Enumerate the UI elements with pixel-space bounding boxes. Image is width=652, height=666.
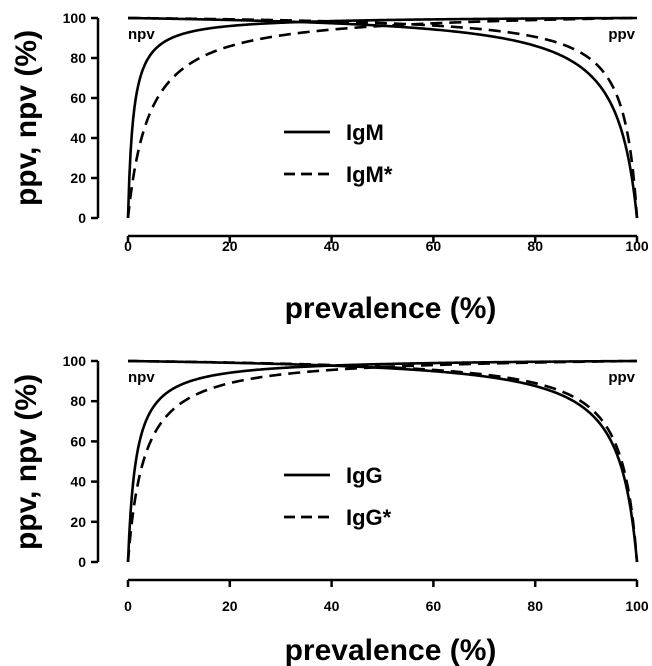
- y-tick-label: 0: [78, 210, 86, 226]
- x-tick-label: 0: [124, 238, 132, 254]
- x-tick-label: 0: [124, 598, 132, 614]
- series-igg-star-ppv-line: [126, 359, 638, 563]
- y-tick-label: 20: [70, 514, 86, 530]
- y-tick-label: 20: [70, 170, 86, 186]
- series-igm-star-npv-line: [127, 16, 639, 219]
- series-igm-npv-line: [127, 16, 639, 219]
- annotation-ppv: ppv: [608, 369, 635, 386]
- y-tick-label: 60: [70, 90, 86, 106]
- x-axis-title: prevalence (%): [285, 292, 497, 325]
- annotation-npv: npv: [128, 369, 155, 386]
- legend: IgG IgG*: [284, 463, 392, 530]
- series-igg-ppv-line: [126, 359, 638, 563]
- y-axis-title: ppv, npv (%): [10, 30, 43, 206]
- y-tick-label: 100: [63, 10, 87, 26]
- x-tick-label: 20: [222, 598, 238, 614]
- x-tick-label: 60: [426, 598, 442, 614]
- y-tick-label: 40: [70, 130, 86, 146]
- annotation-ppv: ppv: [608, 26, 635, 43]
- x-tick-label: 40: [324, 238, 340, 254]
- y-axis-title: ppv, npv (%): [10, 374, 43, 550]
- annotation-npv: npv: [128, 26, 155, 43]
- chart-panel-1: 0 20 40 60 80 100 0 20 40 60 80 100 prevalence (%) pp…: [10, 10, 649, 325]
- x-tick-label: 80: [527, 238, 543, 254]
- chart-panel-2: 0 20 40 60 80 100 0 20 40 60 80 100 prevalence (%) pp…: [10, 353, 649, 666]
- y-tick-label: 80: [70, 393, 86, 409]
- series-igg-star-npv-line: [127, 359, 639, 563]
- x-tick-label: 20: [222, 238, 238, 254]
- y-tick-label: 60: [70, 433, 86, 449]
- series-igm-star-ppv-line: [126, 16, 638, 219]
- series-igm-ppv-line: [126, 16, 638, 219]
- legend-entry: IgM: [346, 120, 384, 145]
- x-axis-title: prevalence (%): [285, 634, 497, 666]
- legend: IgM IgM*: [284, 120, 393, 187]
- x-tick-label: 100: [625, 238, 649, 254]
- legend-entry: IgM*: [346, 162, 393, 187]
- x-tick-label: 40: [324, 598, 340, 614]
- y-tick-label: 100: [63, 353, 87, 369]
- legend-entry: IgG: [346, 463, 383, 488]
- legend-entry: IgG*: [346, 505, 392, 530]
- x-tick-label: 60: [426, 238, 442, 254]
- x-tick-label: 100: [625, 598, 649, 614]
- x-tick-label: 80: [527, 598, 543, 614]
- y-tick-label: 0: [78, 554, 86, 570]
- y-tick-label: 40: [70, 474, 86, 490]
- y-tick-label: 80: [70, 50, 86, 66]
